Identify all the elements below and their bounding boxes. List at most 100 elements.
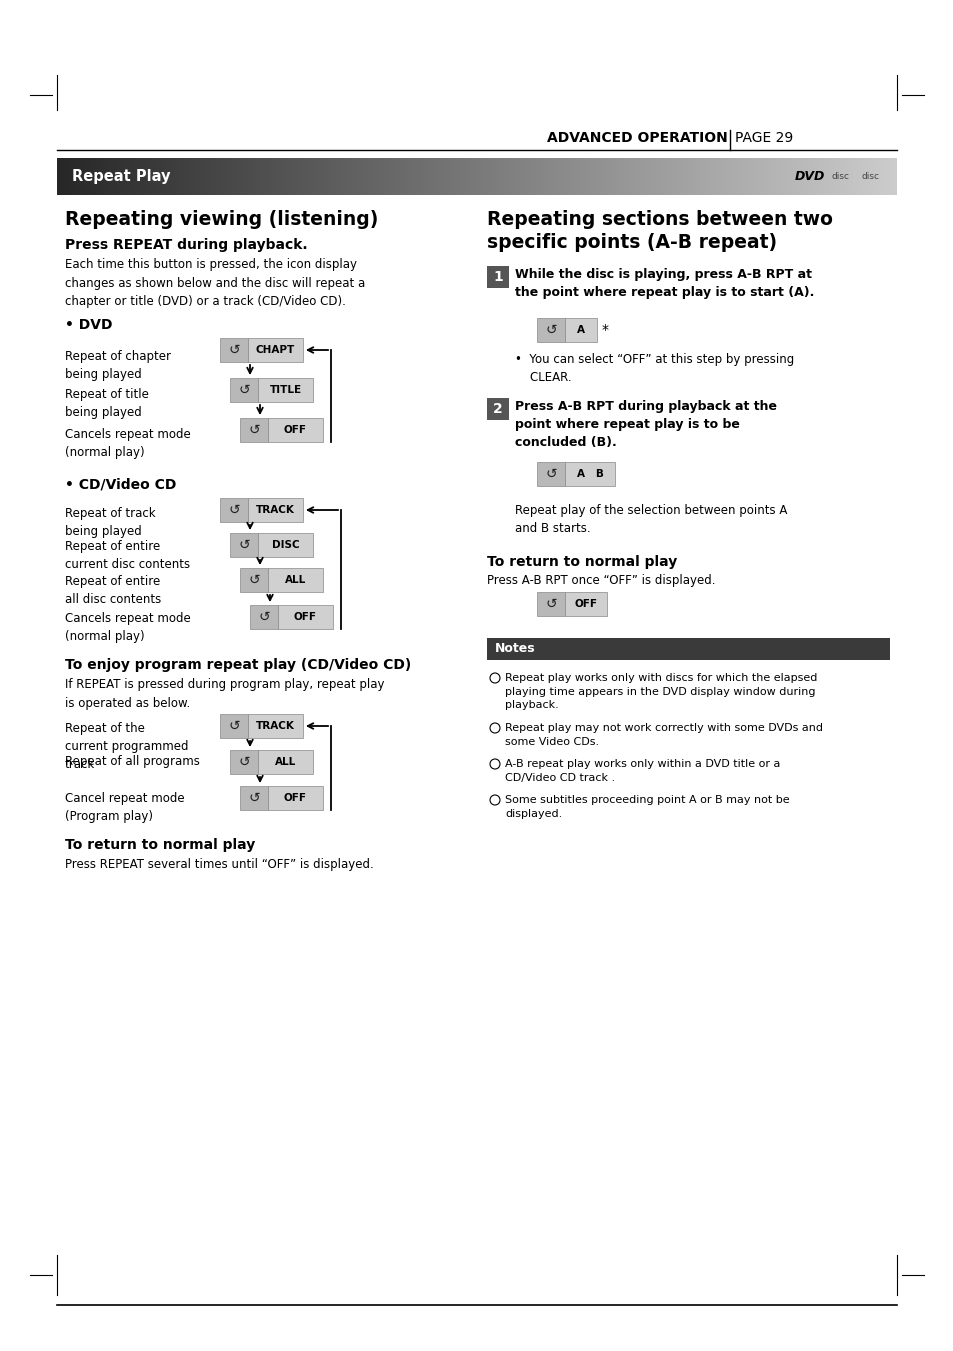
- Text: Repeating viewing (listening): Repeating viewing (listening): [65, 209, 378, 230]
- Bar: [866, 158, 867, 195]
- Bar: [693, 158, 695, 195]
- Bar: [476, 158, 477, 195]
- Bar: [750, 158, 751, 195]
- Bar: [530, 158, 531, 195]
- Bar: [378, 158, 379, 195]
- Bar: [213, 158, 214, 195]
- Bar: [784, 158, 785, 195]
- Bar: [139, 158, 140, 195]
- Bar: [130, 158, 131, 195]
- Bar: [785, 158, 786, 195]
- Bar: [669, 158, 670, 195]
- Bar: [853, 158, 854, 195]
- Text: A   B: A B: [576, 469, 603, 480]
- Bar: [244, 158, 245, 195]
- Bar: [747, 158, 748, 195]
- Text: OFF: OFF: [284, 793, 307, 802]
- Bar: [395, 158, 396, 195]
- Bar: [438, 158, 439, 195]
- Bar: [410, 158, 411, 195]
- Bar: [592, 158, 593, 195]
- Bar: [639, 158, 640, 195]
- Bar: [286, 158, 287, 195]
- Bar: [248, 499, 303, 521]
- Text: Repeat play may not work correctly with some DVDs and
some Video CDs.: Repeat play may not work correctly with …: [504, 723, 822, 747]
- Bar: [767, 158, 768, 195]
- Bar: [204, 158, 205, 195]
- Bar: [248, 338, 303, 362]
- Bar: [137, 158, 138, 195]
- Bar: [773, 158, 774, 195]
- Bar: [282, 158, 283, 195]
- Text: TRACK: TRACK: [255, 505, 294, 515]
- Text: Repeat of entire
all disc contents: Repeat of entire all disc contents: [65, 576, 161, 607]
- Bar: [296, 158, 297, 195]
- Bar: [631, 158, 633, 195]
- Bar: [722, 158, 723, 195]
- Bar: [304, 158, 305, 195]
- Bar: [266, 158, 267, 195]
- Bar: [427, 158, 428, 195]
- Bar: [553, 158, 554, 195]
- Bar: [565, 158, 566, 195]
- Bar: [590, 158, 592, 195]
- Bar: [182, 158, 183, 195]
- Text: DISC: DISC: [272, 540, 299, 550]
- Text: To return to normal play: To return to normal play: [65, 838, 255, 852]
- Bar: [158, 158, 159, 195]
- Bar: [128, 158, 129, 195]
- Bar: [712, 158, 713, 195]
- Bar: [295, 158, 296, 195]
- Bar: [803, 158, 804, 195]
- Bar: [157, 158, 158, 195]
- Bar: [850, 158, 851, 195]
- Bar: [682, 158, 683, 195]
- Bar: [313, 158, 314, 195]
- Bar: [822, 158, 823, 195]
- Bar: [98, 158, 99, 195]
- Text: ↺: ↺: [544, 597, 557, 611]
- Bar: [474, 158, 475, 195]
- Bar: [546, 158, 547, 195]
- Bar: [224, 158, 225, 195]
- Bar: [225, 158, 226, 195]
- Bar: [812, 158, 813, 195]
- Bar: [113, 158, 115, 195]
- Bar: [372, 158, 373, 195]
- Bar: [724, 158, 725, 195]
- Bar: [232, 158, 233, 195]
- Bar: [162, 158, 163, 195]
- Bar: [633, 158, 634, 195]
- Bar: [389, 158, 390, 195]
- Bar: [673, 158, 675, 195]
- Bar: [416, 158, 417, 195]
- Bar: [397, 158, 398, 195]
- Bar: [769, 158, 770, 195]
- Bar: [110, 158, 111, 195]
- Bar: [394, 158, 395, 195]
- Bar: [154, 158, 156, 195]
- Bar: [90, 158, 91, 195]
- Bar: [105, 158, 106, 195]
- Bar: [159, 158, 160, 195]
- Bar: [271, 158, 272, 195]
- Bar: [895, 158, 896, 195]
- Bar: [870, 158, 871, 195]
- Bar: [248, 158, 249, 195]
- Bar: [827, 158, 828, 195]
- Bar: [841, 158, 842, 195]
- Bar: [250, 605, 277, 630]
- Bar: [504, 158, 505, 195]
- Bar: [778, 158, 779, 195]
- Bar: [493, 158, 494, 195]
- Bar: [749, 158, 750, 195]
- Bar: [761, 158, 762, 195]
- Bar: [199, 158, 200, 195]
- Bar: [301, 158, 302, 195]
- Bar: [737, 158, 738, 195]
- Bar: [646, 158, 647, 195]
- Bar: [583, 158, 584, 195]
- Bar: [348, 158, 349, 195]
- Bar: [578, 158, 579, 195]
- Bar: [338, 158, 339, 195]
